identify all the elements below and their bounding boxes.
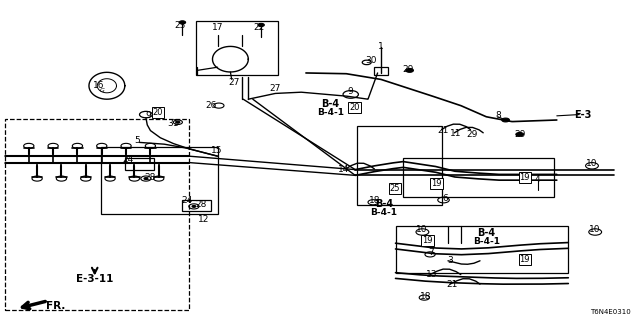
Text: 14: 14 xyxy=(338,165,349,174)
Bar xyxy=(403,158,554,197)
Text: 19: 19 xyxy=(422,236,433,245)
Text: 12: 12 xyxy=(198,215,209,224)
Text: B-4-1: B-4-1 xyxy=(473,237,500,246)
Text: 19: 19 xyxy=(520,173,530,182)
Text: 24: 24 xyxy=(181,196,193,205)
Text: 25: 25 xyxy=(390,184,400,193)
Text: 29: 29 xyxy=(403,65,414,74)
Text: 6: 6 xyxy=(442,194,447,203)
Text: 24: 24 xyxy=(122,155,134,164)
Circle shape xyxy=(192,205,196,207)
Text: 18: 18 xyxy=(420,292,431,301)
Text: 8: 8 xyxy=(495,111,500,120)
Text: 20: 20 xyxy=(349,103,360,112)
Text: 19: 19 xyxy=(520,255,530,264)
Circle shape xyxy=(179,21,186,24)
Text: 9: 9 xyxy=(146,111,151,120)
Text: B-4: B-4 xyxy=(477,228,495,238)
Text: 23: 23 xyxy=(175,21,186,30)
Text: B-4: B-4 xyxy=(375,199,393,209)
Text: 18: 18 xyxy=(369,196,381,205)
Circle shape xyxy=(176,121,180,123)
Bar xyxy=(396,226,568,273)
Text: 26: 26 xyxy=(205,101,217,110)
Text: 21: 21 xyxy=(446,280,458,289)
Bar xyxy=(101,147,218,214)
Text: 17: 17 xyxy=(212,23,223,32)
Bar xyxy=(357,126,442,205)
Text: B-4-1: B-4-1 xyxy=(317,108,344,117)
Text: 22: 22 xyxy=(253,23,265,32)
Text: 15: 15 xyxy=(211,146,222,155)
Text: B-4-1: B-4-1 xyxy=(371,208,397,217)
Text: 4: 4 xyxy=(535,175,540,184)
Text: FR.: FR. xyxy=(46,300,65,311)
Text: 10: 10 xyxy=(416,225,428,234)
Text: 28: 28 xyxy=(145,173,156,182)
Text: 19: 19 xyxy=(431,179,442,188)
Text: 29: 29 xyxy=(466,130,477,139)
Circle shape xyxy=(144,178,148,180)
Text: B-4: B-4 xyxy=(321,99,339,109)
Bar xyxy=(125,158,154,170)
Circle shape xyxy=(516,132,524,136)
Bar xyxy=(374,67,388,75)
Text: 11: 11 xyxy=(450,129,461,138)
Bar xyxy=(196,21,278,75)
Circle shape xyxy=(502,118,509,122)
Text: 10: 10 xyxy=(586,159,598,168)
Text: 13: 13 xyxy=(426,270,438,279)
Text: 1: 1 xyxy=(378,42,383,51)
Text: 21: 21 xyxy=(438,126,449,135)
Text: 27: 27 xyxy=(269,84,281,93)
Circle shape xyxy=(258,23,264,27)
Circle shape xyxy=(406,68,413,72)
Text: E-3-11: E-3-11 xyxy=(76,274,113,284)
Text: E-3: E-3 xyxy=(573,109,591,120)
Text: 16: 16 xyxy=(93,81,105,90)
Text: 10: 10 xyxy=(589,225,601,234)
Text: G: G xyxy=(100,88,105,93)
Text: 30: 30 xyxy=(365,56,377,65)
Text: 27: 27 xyxy=(228,78,239,87)
Text: 28: 28 xyxy=(195,200,207,209)
Text: 9: 9 xyxy=(348,87,353,96)
Text: 7: 7 xyxy=(428,248,433,257)
Text: 20: 20 xyxy=(153,108,163,117)
Text: 5: 5 xyxy=(135,136,140,145)
Text: 31: 31 xyxy=(167,119,179,128)
Text: 29: 29 xyxy=(514,130,525,139)
Text: T6N4E0310: T6N4E0310 xyxy=(589,309,630,315)
Bar xyxy=(5,119,189,310)
Bar xyxy=(182,200,211,211)
Text: 3: 3 xyxy=(447,256,452,265)
